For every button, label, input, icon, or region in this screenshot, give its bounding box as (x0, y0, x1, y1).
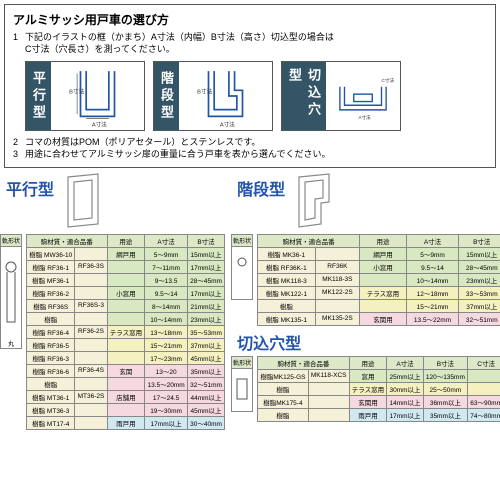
table-row: 樹脂 13.5～20mm32～51mm (27, 377, 225, 390)
instruction-1: 1下記のイラストの框（かまち）A寸法（内幅）B寸法（高さ）切込型の場合はC寸法（… (25, 32, 487, 55)
kaidan-table: 駒材質・適合品番用途A寸法B寸法 樹脂 MK36-1網戸用5～9mm15mm以上… (257, 234, 500, 326)
table-row: 樹脂MK175-4玄関用14mm以上36mm以上63～90mm (258, 395, 500, 408)
table-row: 樹脂 MK118-3MK118-3S10～14mm23mm以上 (258, 273, 500, 286)
table-row: 樹脂テラス窓用30mm以上25～50mm (258, 382, 500, 395)
table-row: 樹脂雨戸用17mm以上35mm以上74～80mm (258, 408, 500, 421)
svg-text:B寸法: B寸法 (197, 88, 212, 96)
table-row: 樹脂 MW36-10網戸用5～9mm15mm以上 (27, 247, 225, 260)
heikou-title: 平行型 (6, 176, 54, 200)
table-row: 樹脂 MT17-4雨戸用17mm以上30～40mm (27, 416, 225, 429)
heikou-profile-icon (56, 172, 111, 234)
svg-text:C寸法: C寸法 (382, 78, 395, 85)
svg-text:A寸法: A寸法 (220, 121, 235, 129)
table-row: 樹脂MK125-GSMK118-XCS窓用25mm以上120～135mm (258, 369, 500, 382)
kirikomi-table: 駒材質・適合品番用途A寸法B寸法C寸法 樹脂MK125-GSMK118-XCS窓… (257, 356, 500, 422)
table-row: 樹脂 MK122-1MK122-2Sテラス窓用12～18mm33～53mm (258, 286, 500, 299)
kaidan-profile-icon (287, 172, 342, 234)
diagram-kaidan: 階段型 B寸法A寸法 (153, 61, 273, 131)
table-row: 樹脂 RF36SRF36S-38～14mm21mm以上 (27, 299, 225, 312)
table-row: 樹脂 MK36-1網戸用5～9mm15mm以上 (258, 247, 500, 260)
instruction-3: 3用途に合わせてアルミサッシ扉の重量に合う戸車を表から選んでください。 (25, 149, 487, 161)
diagram-heikou: 平行型 B寸法A寸法 (25, 61, 145, 131)
table-row: 樹脂 RF36-317～23mm45mm以上 (27, 351, 225, 364)
table-row: 樹脂 MT36-1MT36-2S店舗用17～24.544mm以上 (27, 390, 225, 403)
table-row: 樹脂 RF36-4RF36-2Sテラス窓用13～18mm35～53mm (27, 325, 225, 338)
heikou-table: 駒材質・適合品番用途A寸法B寸法 樹脂 MW36-10網戸用5～9mm15mm以… (26, 234, 225, 430)
kaidan-title: 階段型 (237, 176, 285, 200)
table-row: 樹脂 MF36-19～13.528～45mm (27, 273, 225, 286)
table-row: 樹脂 RF36-515～21mm37mm以上 (27, 338, 225, 351)
table-row: 樹脂 RF36K-1RF36K小窓用9.5～1428～45mm (258, 260, 500, 273)
table-row: 樹脂 MT36-319～30mm45mm以上 (27, 403, 225, 416)
table-row: 樹脂 RF36-2小窓用9.5～1417mm以上 (27, 286, 225, 299)
track-shape-col: 軌形状 丸 (0, 234, 22, 349)
instruction-2: 2コマの材質はPOM（ポリアセタール）とステンレスです。 (25, 137, 487, 149)
top-title: アルミサッシ用戸車の選び方 (13, 11, 487, 28)
svg-text:A寸法: A寸法 (92, 121, 107, 129)
table-row: 樹脂 RF36-6RF36-4S玄関13～2035mm以上 (27, 364, 225, 377)
table-row: 樹脂 15～21mm37mm以上 (258, 299, 500, 312)
track-shape-col-3: 軌形状 (231, 356, 253, 412)
table-row: 樹脂 RF36-1RF36-3S7～11mm17mm以上 (27, 260, 225, 273)
kirikomi-title: 切込穴型 (237, 330, 500, 354)
svg-text:A寸法: A寸法 (358, 115, 371, 122)
track-shape-col-2: 軌形状 (231, 234, 253, 300)
table-row: 樹脂 10～14mm23mm以上 (27, 312, 225, 325)
table-row: 樹脂 MK135-1MK135-2S玄関用13.5～22mm32～51mm (258, 312, 500, 325)
diagram-kirikomi: 切込穴型 C寸法A寸法 (281, 61, 401, 131)
